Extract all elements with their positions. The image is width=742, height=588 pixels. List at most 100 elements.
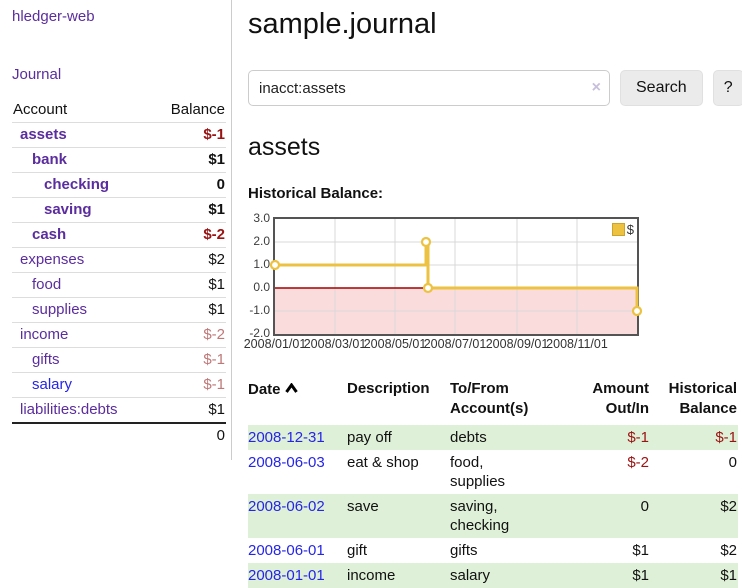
transaction-balance: $2	[720, 542, 737, 559]
register-header-accounts: To/From Account(s)	[450, 380, 529, 417]
chart-canvas	[269, 219, 643, 334]
help-button[interactable]: ?	[712, 70, 742, 106]
account-link-salary[interactable]: salary	[32, 376, 73, 393]
account-link-food[interactable]: food	[32, 276, 62, 293]
y-axis-tick: -2.0	[249, 326, 270, 340]
account-row: food $1	[12, 272, 226, 298]
account-balance: $1	[152, 297, 226, 323]
register-header-date[interactable]: Date	[248, 377, 347, 425]
account-link-checking[interactable]: checking	[44, 176, 110, 193]
x-axis-tick: 2008/07/01	[423, 337, 487, 351]
account-link-gifts[interactable]: gifts	[32, 351, 60, 368]
search-input[interactable]	[248, 70, 610, 106]
transaction-description: income	[347, 563, 450, 588]
account-row: assets $-1	[12, 122, 226, 148]
account-link-supplies[interactable]: supplies	[32, 301, 88, 318]
transaction-balance: 0	[728, 454, 737, 471]
transaction-accounts: salary	[450, 563, 550, 588]
legend-label: $	[626, 222, 634, 237]
account-balance: $1	[152, 147, 226, 173]
x-axis-tick: 2008/11/01	[546, 337, 608, 351]
account-row: bank $1	[12, 147, 226, 173]
account-balance: 0	[152, 172, 226, 198]
account-heading: assets	[248, 133, 321, 161]
account-link-income[interactable]: income	[20, 326, 69, 343]
account-balance: $-1	[152, 372, 226, 398]
transaction-description: eat & shop	[347, 454, 419, 471]
account-row: liabilities:debts $1	[12, 397, 226, 423]
page-title: sample.journal	[248, 8, 437, 40]
transaction-amount: $1	[632, 542, 649, 559]
account-row: checking 0	[12, 172, 226, 198]
transaction-date-link[interactable]: 2008-06-01	[248, 542, 325, 559]
transaction-amount: $-2	[627, 454, 649, 471]
transaction-description: gift	[347, 542, 368, 559]
y-axis-tick: 3.0	[253, 211, 270, 225]
register-header-description: Description	[347, 380, 430, 397]
transaction-date-link[interactable]: 2008-06-02	[248, 498, 325, 515]
account-link-cash[interactable]: cash	[32, 226, 67, 243]
register-row: 2008-06-01 gift gifts $1 $2	[248, 538, 738, 563]
account-link-liabilities-debts[interactable]: liabilities:debts	[20, 401, 118, 418]
y-axis-tick: 2.0	[253, 234, 270, 248]
search-button[interactable]: Search	[620, 70, 703, 106]
transaction-accounts: saving, checking	[450, 494, 550, 538]
x-axis-tick: 2008/09/01	[485, 337, 549, 351]
accounts-header-row: Account Balance	[12, 98, 226, 123]
transaction-accounts: debts	[450, 425, 550, 450]
transaction-balance: $1	[650, 563, 738, 588]
account-row: supplies $1	[12, 297, 226, 323]
app-brand-link[interactable]: hledger-web	[12, 8, 95, 25]
transaction-date-link[interactable]: 2008-12-31	[248, 429, 325, 446]
register-row: 2008-12-31 pay off debts $-1 $-1	[248, 425, 738, 450]
account-row: cash $-2	[12, 222, 226, 248]
transaction-amount: $-1	[550, 425, 650, 450]
sidebar: hledger-web Journal Account Balance asse…	[0, 0, 232, 460]
account-balance: $1	[152, 272, 226, 298]
transaction-accounts: food, supplies	[450, 454, 506, 490]
accounts-header-balance: Balance	[170, 101, 225, 118]
transaction-balance: $-1	[650, 425, 738, 450]
account-link-saving[interactable]: saving	[44, 201, 92, 218]
transaction-description: pay off	[347, 425, 450, 450]
account-balance: $1	[152, 197, 226, 223]
transaction-balance: $2	[650, 494, 738, 538]
clear-search-icon[interactable]: ×	[591, 79, 601, 96]
y-axis-tick: -1.0	[249, 303, 270, 317]
account-balance: $-1	[152, 122, 226, 148]
account-row: gifts $-1	[12, 347, 226, 373]
main-content: sample.journal × Search ? assets Histori…	[232, 0, 742, 588]
account-balance: $1	[152, 397, 226, 423]
x-axis-tick: 2008/03/01	[303, 337, 367, 351]
account-link-expenses[interactable]: expenses	[20, 251, 85, 268]
account-link-assets[interactable]: assets	[20, 126, 67, 143]
y-axis-tick: 0.0	[253, 280, 270, 294]
account-balance: $2	[152, 247, 226, 273]
register-header-balance: Historical Balance	[668, 380, 737, 417]
sort-asc-icon	[284, 379, 298, 399]
x-axis-tick: 2008/01/01	[243, 337, 307, 351]
accounts-total-value: 0	[152, 422, 226, 448]
account-link-bank[interactable]: bank	[32, 151, 68, 168]
account-row: saving $1	[12, 197, 226, 223]
historical-balance-chart[interactable]: 3.0 2.0 1.0 0.0 -1.0 -2.0	[244, 211, 668, 355]
transaction-amount: 0	[550, 494, 650, 538]
transaction-date-link[interactable]: 2008-06-03	[248, 454, 325, 471]
transaction-date-link[interactable]: 2008-01-01	[248, 567, 325, 584]
account-row: expenses $2	[12, 247, 226, 273]
register-row: 2008-01-01 income salary $1 $1	[248, 563, 738, 588]
sidebar-item-journal[interactable]: Journal	[12, 66, 62, 83]
legend-swatch-icon	[611, 223, 625, 236]
accounts-table: Account Balance assets $-1 bank $1 check…	[12, 98, 226, 448]
register-header-amount: Amount Out/In	[592, 380, 649, 417]
register-table: Date Description To/From Account(s) Amou…	[248, 377, 738, 588]
search-form: × Search ?	[248, 70, 742, 106]
account-row: salary $-1	[12, 372, 226, 398]
transaction-amount: $1	[550, 563, 650, 588]
accounts-header-account: Account	[13, 101, 68, 118]
accounts-total-row: 0	[12, 422, 226, 448]
register-row: 2008-06-03 eat & shop food, supplies $-2…	[248, 450, 738, 494]
account-balance: $-2	[152, 322, 226, 348]
y-axis-tick: 1.0	[253, 257, 270, 271]
